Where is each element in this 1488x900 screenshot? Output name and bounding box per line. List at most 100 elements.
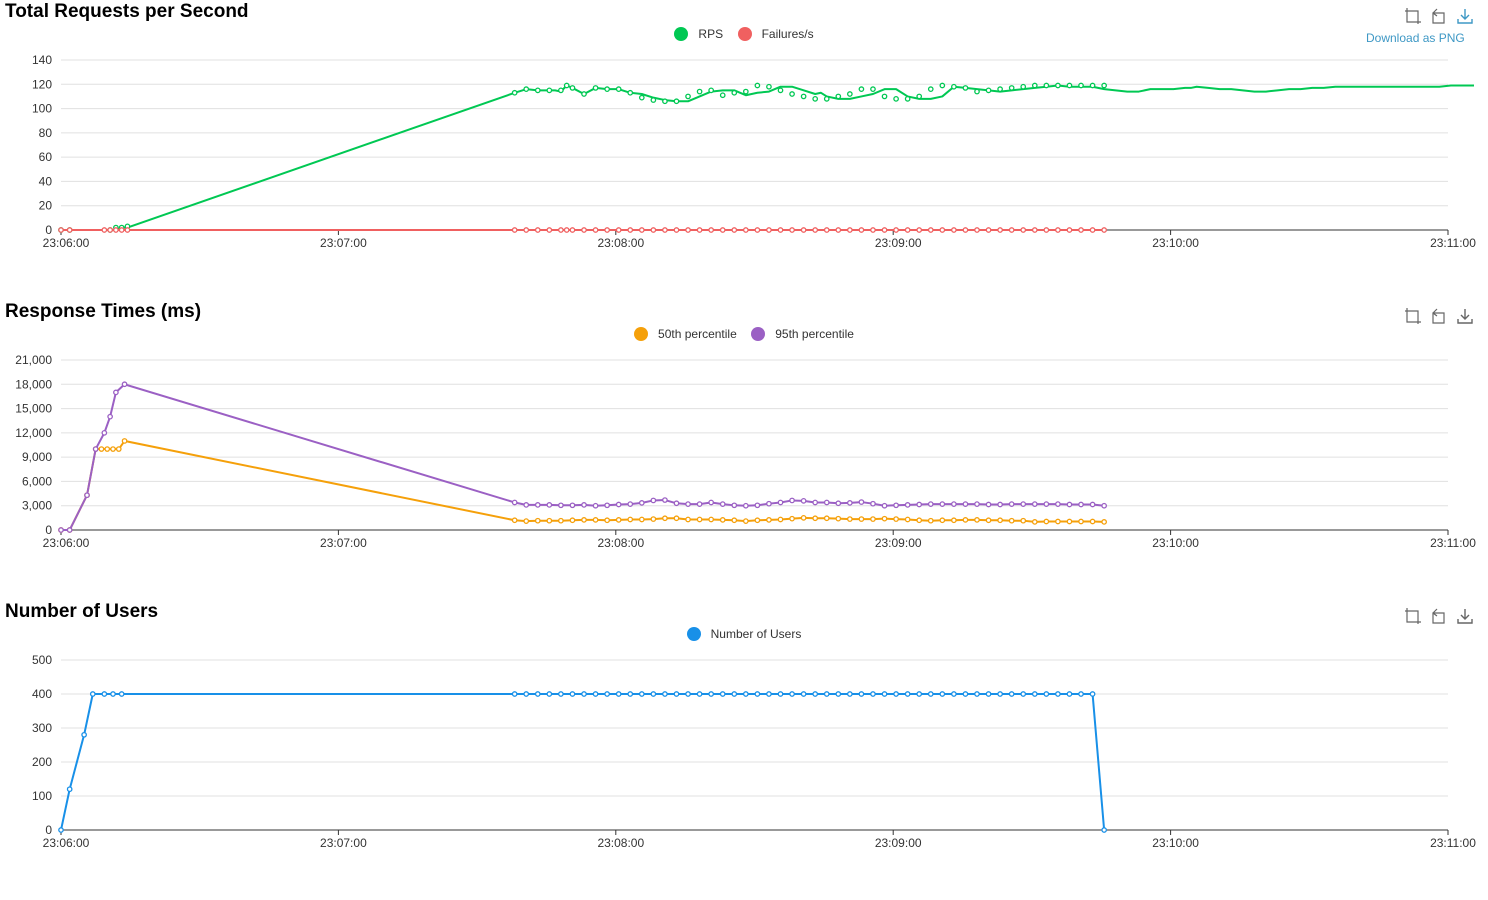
x-tick-label: 23:07:00 xyxy=(320,836,367,850)
data-point xyxy=(650,97,657,103)
legend-item-users[interactable]: Number of Users xyxy=(686,627,802,641)
data-point xyxy=(107,227,113,233)
data-point xyxy=(1008,517,1015,524)
data-point xyxy=(927,501,934,507)
data-point xyxy=(1020,501,1027,507)
x-tick-label: 23:06:00 xyxy=(43,536,90,550)
data-point xyxy=(685,227,691,233)
data-point xyxy=(546,517,553,524)
data-point xyxy=(789,691,795,697)
data-point xyxy=(115,446,122,452)
y-tick-label: 60 xyxy=(39,150,53,164)
data-point xyxy=(89,691,96,697)
data-point xyxy=(916,93,923,100)
data-point xyxy=(1055,227,1061,233)
data-point xyxy=(1066,691,1073,697)
x-tick-label: 23:11:00 xyxy=(1430,236,1476,250)
restore-icon[interactable] xyxy=(1430,607,1448,625)
x-tick-label: 23:10:00 xyxy=(1152,836,1199,850)
data-point xyxy=(1043,82,1050,89)
zoom-icon[interactable] xyxy=(1404,7,1422,25)
download-icon[interactable] xyxy=(1456,307,1474,325)
data-point xyxy=(951,227,957,233)
y-tick-label: 20 xyxy=(39,199,53,213)
toolbox-users xyxy=(1400,607,1480,629)
data-point xyxy=(835,691,842,697)
data-point xyxy=(858,227,865,233)
download-icon[interactable] xyxy=(1456,607,1474,625)
zoom-icon[interactable] xyxy=(1404,307,1422,325)
data-point xyxy=(592,502,599,509)
data-point xyxy=(569,85,576,91)
data-point xyxy=(812,515,819,522)
data-point xyxy=(1008,85,1015,91)
data-point xyxy=(615,86,622,92)
data-point xyxy=(800,498,807,504)
legend-item-failures[interactable]: Failures/s xyxy=(737,27,814,41)
legend-rps: RPS Failures/s xyxy=(0,27,1488,47)
data-point xyxy=(789,515,795,522)
data-point xyxy=(673,500,680,507)
data-point xyxy=(985,501,992,508)
data-point xyxy=(916,227,923,233)
legend-label: 50th percentile xyxy=(658,327,737,341)
data-point xyxy=(110,446,116,452)
y-tick-label: 12,000 xyxy=(15,426,52,440)
legend-response-times: 50th percentile 95th percentile xyxy=(0,327,1488,347)
data-point xyxy=(777,499,784,506)
data-point xyxy=(1078,501,1084,508)
data-point xyxy=(812,691,819,697)
data-point xyxy=(673,691,680,697)
plot-rps: 0 20 40 60 80 100 120 140 23:06:00 23:07:00 23:08:… xyxy=(0,45,1488,295)
data-point xyxy=(685,501,691,507)
legend-label: Number of Users xyxy=(710,627,802,641)
data-point xyxy=(708,691,715,697)
data-point xyxy=(835,93,842,100)
x-tick-label: 23:06:00 xyxy=(43,236,90,250)
data-point xyxy=(881,515,888,522)
restore-icon[interactable] xyxy=(1430,307,1448,325)
data-point xyxy=(58,827,64,833)
y-tick-label: 500 xyxy=(32,653,52,667)
data-point xyxy=(939,517,946,524)
data-point xyxy=(1031,82,1038,89)
data-point xyxy=(511,499,518,506)
y-tick-label: 9,000 xyxy=(22,450,52,464)
data-point xyxy=(754,517,761,524)
x-tick-label: 23:10:00 xyxy=(1152,536,1199,550)
download-icon[interactable] xyxy=(1456,7,1474,25)
chart-title-rps: Total Requests per Second xyxy=(5,1,249,22)
data-point xyxy=(742,88,749,95)
data-point xyxy=(719,227,726,233)
restore-icon[interactable] xyxy=(1430,7,1448,25)
data-point xyxy=(951,517,957,524)
data-point xyxy=(696,227,703,233)
x-tick-label: 23:11:00 xyxy=(1430,536,1476,550)
data-point xyxy=(997,691,1003,697)
data-point xyxy=(904,516,911,523)
data-point xyxy=(523,227,530,233)
data-point xyxy=(927,691,934,697)
data-point xyxy=(1043,691,1050,697)
data-point xyxy=(638,516,645,523)
y-tick-label: 80 xyxy=(39,126,53,140)
data-point xyxy=(696,516,703,523)
y-tick-label: 400 xyxy=(32,687,52,701)
data-point xyxy=(558,517,564,524)
legend-item-rps[interactable]: RPS xyxy=(674,27,723,41)
data-point xyxy=(98,446,105,452)
data-point xyxy=(558,502,564,509)
data-point xyxy=(592,517,599,523)
data-point xyxy=(1101,227,1107,233)
legend-item-p95[interactable]: 95th percentile xyxy=(751,327,854,341)
zoom-icon[interactable] xyxy=(1404,607,1422,625)
data-point xyxy=(581,691,587,697)
legend-swatch xyxy=(751,327,766,341)
data-point xyxy=(1066,227,1073,233)
chart-svg-response-times: 0 3,000 6,000 9,000 12,000 15,000 18,000 21,000… xyxy=(15,353,1476,550)
data-point xyxy=(66,527,73,533)
legend-item-p50[interactable]: 50th percentile xyxy=(634,327,737,341)
data-point xyxy=(766,691,772,697)
data-point xyxy=(563,227,570,233)
data-point xyxy=(534,227,541,233)
